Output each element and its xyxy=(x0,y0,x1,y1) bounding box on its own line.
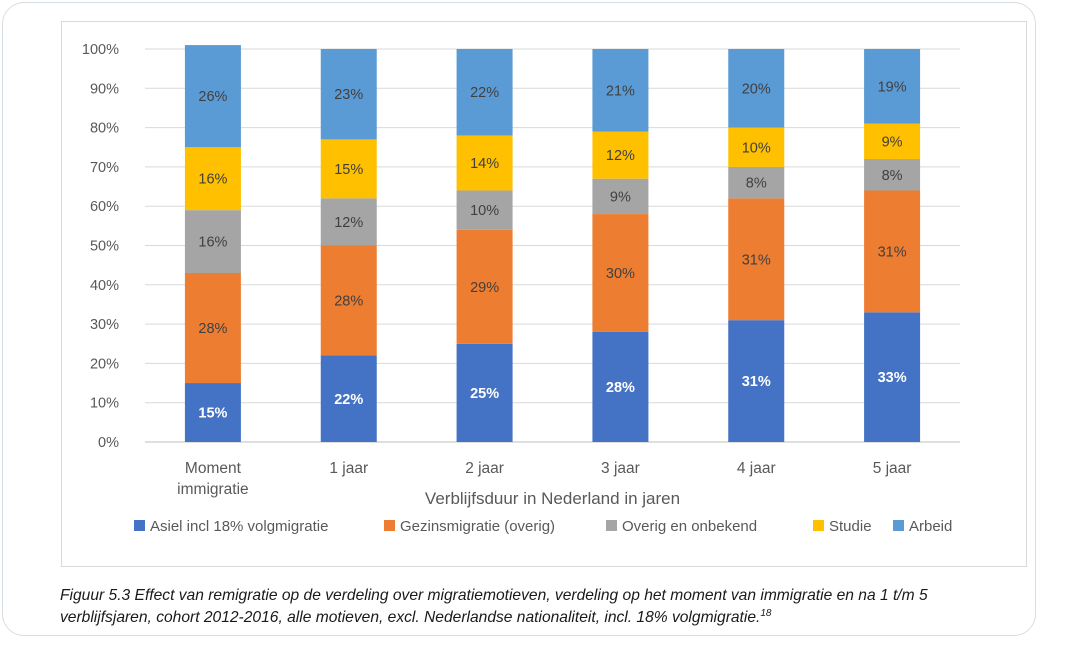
x-tick-label: 5 jaar xyxy=(873,460,912,477)
data-label: 8% xyxy=(882,168,903,184)
y-tick-label: 40% xyxy=(90,278,119,294)
bar-segment xyxy=(184,147,241,211)
legend-label: Studie xyxy=(829,518,872,535)
bar-segment xyxy=(592,214,649,332)
bar-segment xyxy=(592,178,649,215)
x-tick-label: immigratie xyxy=(177,481,248,498)
y-tick-label: 20% xyxy=(90,356,119,372)
caption-text: Figuur 5.3 Effect van remigratie op de v… xyxy=(60,587,928,626)
y-tick-label: 0% xyxy=(98,435,119,451)
data-label: 31% xyxy=(742,252,771,268)
chart-container: 0% 10% 20% 30% 40% 50% 60% 70% 80% 90% 100% 15% 28% 1… xyxy=(61,21,1027,567)
data-label: 31% xyxy=(742,374,771,390)
y-tick-label: 10% xyxy=(90,396,119,412)
bar-segment xyxy=(592,49,649,132)
data-label: 15% xyxy=(334,162,363,178)
bar-segment xyxy=(320,49,377,140)
bar-segment xyxy=(456,229,513,344)
y-tick-label: 100% xyxy=(82,42,119,58)
data-label: 20% xyxy=(742,81,771,97)
data-label: 14% xyxy=(470,156,499,172)
bar-segment xyxy=(456,343,513,442)
data-label: 22% xyxy=(334,392,363,408)
bar-segment xyxy=(456,49,513,136)
stacked-bar-chart: 0% 10% 20% 30% 40% 50% 60% 70% 80% 90% 100% 15% 28% 1… xyxy=(82,42,960,535)
bar-segment xyxy=(184,210,241,274)
x-tick-label: 2 jaar xyxy=(465,460,504,477)
bar-segment xyxy=(864,159,921,191)
data-label: 16% xyxy=(198,235,227,251)
legend-label: Asiel incl 18% volgmigratie xyxy=(150,518,328,535)
x-tick-label: 1 jaar xyxy=(329,460,368,477)
data-label: 16% xyxy=(198,172,227,188)
bar-segment xyxy=(184,273,241,384)
figure-caption: Figuur 5.3 Effect van remigratie op de v… xyxy=(60,585,1020,629)
legend-swatch xyxy=(134,520,145,531)
y-tick-label: 60% xyxy=(90,199,119,215)
data-label: 28% xyxy=(606,380,635,396)
data-label: 23% xyxy=(334,87,363,103)
footnote-marker: 18 xyxy=(760,607,772,619)
data-label: 33% xyxy=(878,370,907,386)
data-label: 30% xyxy=(606,266,635,282)
data-label: 12% xyxy=(606,148,635,164)
bar-segment xyxy=(320,139,377,199)
bar-segment xyxy=(728,320,785,442)
y-tick-label: 70% xyxy=(90,160,119,176)
x-tick-label: 4 jaar xyxy=(737,460,776,477)
bar-segment xyxy=(728,49,785,128)
data-label: 10% xyxy=(742,140,771,156)
data-label: 12% xyxy=(334,215,363,231)
data-label: 15% xyxy=(198,406,227,422)
bar-segment xyxy=(728,198,785,321)
bar-segment xyxy=(728,166,785,199)
x-tick-label: Moment xyxy=(185,460,242,477)
bar-segment xyxy=(320,355,377,442)
figure-frame: 0% 10% 20% 30% 40% 50% 60% 70% 80% 90% 100% 15% 28% 1… xyxy=(2,2,1036,636)
data-label: 31% xyxy=(878,244,907,260)
legend-swatch xyxy=(384,520,395,531)
data-label: 21% xyxy=(606,83,635,99)
bar-segment xyxy=(592,131,649,179)
bar-segment xyxy=(864,312,921,442)
bar-segment xyxy=(184,383,241,442)
y-tick-label: 30% xyxy=(90,317,119,333)
legend-label: Overig en onbekend xyxy=(622,518,757,535)
bar-segment xyxy=(592,331,649,442)
legend-swatch xyxy=(606,520,617,531)
data-label: 26% xyxy=(198,89,227,105)
data-label: 28% xyxy=(198,321,227,337)
bar-segment xyxy=(320,245,377,356)
y-tick-label: 50% xyxy=(90,239,119,255)
legend-label: Gezinsmigratie (overig) xyxy=(400,518,555,535)
legend-swatch xyxy=(893,520,904,531)
bar-segment xyxy=(320,198,377,246)
x-axis-title: Verblijfsduur in Nederland in jaren xyxy=(425,489,680,508)
data-label: 28% xyxy=(334,294,363,310)
bar-segment xyxy=(456,135,513,191)
data-label: 10% xyxy=(470,203,499,219)
data-label: 22% xyxy=(470,85,499,101)
data-label: 8% xyxy=(746,176,767,192)
legend-label: Arbeid xyxy=(909,518,952,535)
bar-segment xyxy=(864,49,921,124)
bar-segment xyxy=(184,45,241,148)
bar-segment xyxy=(864,190,921,313)
data-label: 9% xyxy=(882,134,903,150)
legend-swatch xyxy=(813,520,824,531)
y-tick-label: 80% xyxy=(90,121,119,137)
data-label: 9% xyxy=(610,189,631,205)
bar-segment xyxy=(456,190,513,230)
data-label: 29% xyxy=(470,280,499,296)
y-tick-label: 90% xyxy=(90,81,119,97)
x-tick-label: 3 jaar xyxy=(601,460,640,477)
bar-segment xyxy=(728,127,785,167)
data-label: 25% xyxy=(470,386,499,402)
bar-segment xyxy=(864,123,921,160)
data-label: 19% xyxy=(878,79,907,95)
